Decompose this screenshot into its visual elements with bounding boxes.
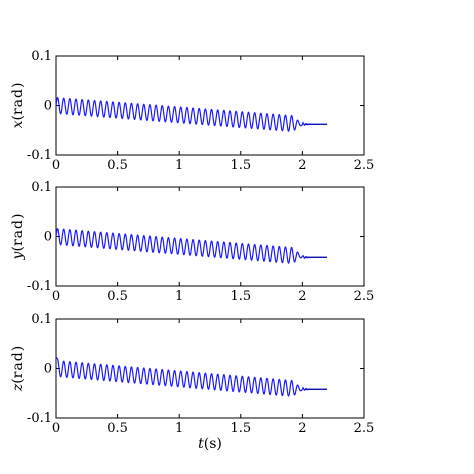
x-tick-label: 1.5 xyxy=(230,421,251,436)
y-tick-label: 0.1 xyxy=(31,180,52,195)
x-tick-label: 0 xyxy=(52,289,60,304)
y-axis-paren: ( xyxy=(10,246,26,251)
x-axis-unit: s xyxy=(209,436,216,452)
y-axis-paren: ) xyxy=(10,83,26,88)
y-tick-label: 0.1 xyxy=(31,312,52,327)
y-axis-paren: ) xyxy=(10,214,26,219)
subplot-x: 0 0.5 1 1.5 2 2.5-0.100.1x(rad) xyxy=(10,49,374,173)
x-axis-label: t(s) xyxy=(198,436,222,452)
x-tick-label: 1 xyxy=(175,289,183,304)
x-tick-label: 2.5 xyxy=(354,158,375,173)
subplot-y: 0 0.5 1 1.5 2 2.5-0.100.1y(rad) xyxy=(10,180,374,304)
y-axis-paren: ) xyxy=(10,346,26,351)
series-line xyxy=(55,355,328,397)
y-axis-paren: ( xyxy=(10,115,26,120)
x-tick-label: 2.5 xyxy=(354,289,375,304)
y-axis-unit: rad xyxy=(10,219,26,246)
y-axis-paren: ( xyxy=(10,378,26,383)
x-tick-label: 1 xyxy=(175,421,183,436)
y-axis-unit: rad xyxy=(10,88,26,115)
x-axis-variable: t xyxy=(198,436,204,452)
series-line xyxy=(55,228,328,264)
x-tick-label: 1.5 xyxy=(230,158,251,173)
x-tick-label: 0 xyxy=(52,421,60,436)
y-axis-variable: y xyxy=(10,250,26,260)
x-tick-label: 1.5 xyxy=(230,289,251,304)
x-tick-label: 2 xyxy=(298,289,306,304)
y-tick-label: 0.1 xyxy=(31,49,52,64)
y-axis-label: z(rad) xyxy=(10,346,26,392)
x-tick-label: 1 xyxy=(175,158,183,173)
x-axis-paren: ( xyxy=(204,436,209,452)
y-tick-label: 0 xyxy=(44,99,52,114)
x-tick-label: 0.5 xyxy=(107,289,128,304)
y-axis-variable: x xyxy=(10,120,26,128)
y-tick-label: -0.1 xyxy=(27,148,52,163)
y-axis-unit: rad xyxy=(10,351,26,378)
x-tick-label: 0.5 xyxy=(107,158,128,173)
y-tick-label: 0 xyxy=(44,362,52,377)
y-tick-label: -0.1 xyxy=(27,411,52,426)
x-tick-label: 0 xyxy=(52,158,60,173)
y-tick-label: 0 xyxy=(44,230,52,245)
x-tick-label: 0.5 xyxy=(107,421,128,436)
y-axis-variable: z xyxy=(10,383,26,392)
y-axis-label: y(rad) xyxy=(10,214,26,261)
y-tick-label: -0.1 xyxy=(27,279,52,294)
x-tick-label: 2 xyxy=(298,421,306,436)
subplot-z: 0 0.5 1 1.5 2 2.5-0.100.1z(rad)t(s) xyxy=(10,312,374,452)
x-tick-label: 2 xyxy=(298,158,306,173)
x-tick-label: 2.5 xyxy=(354,421,375,436)
series-line xyxy=(55,97,328,132)
y-axis-label: x(rad) xyxy=(10,83,26,129)
x-axis-paren: ) xyxy=(216,436,221,452)
